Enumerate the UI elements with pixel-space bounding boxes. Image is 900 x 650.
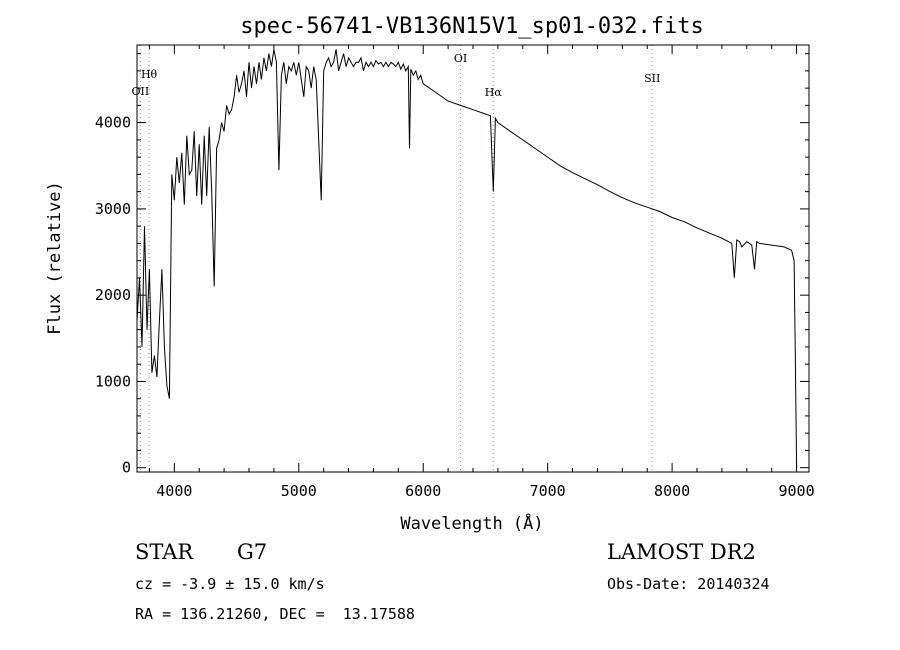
x-tick-label: 7000 [530,482,566,500]
obs-date: Obs-Date: 20140324 [607,575,770,593]
y-axis-label: Flux (relative) [45,181,65,335]
x-tick-label: 4000 [156,482,192,500]
emission-line-markers: OII Hθ OI Hα SII [132,45,660,472]
x-tick-label: 8000 [654,482,690,500]
x-tick-label: 9000 [778,482,814,500]
y-tick-label: 2000 [95,286,131,304]
redshift-info: cz = -3.9 ± 15.0 km/s [135,575,325,593]
coordinates: RA = 136.21260, DEC = 13.17588 [135,605,415,623]
chart-title: spec-56741-VB136N15V1_sp01-032.fits [240,14,704,39]
x-axis-label: Wavelength (Å) [400,512,543,534]
spectrum-line [136,49,798,468]
plot-frame [136,44,810,473]
y-tick-label: 0 [122,459,131,477]
axes: 4000 5000 6000 7000 8000 9000 0 1000 2000 3000 400… [95,45,815,500]
object-type: STAR [135,540,194,564]
y-tick-label: 1000 [95,372,131,390]
survey-name: LAMOST DR2 [607,540,756,564]
y-tick-label: 4000 [95,114,131,132]
marker-label: OII [132,85,150,98]
x-tick-label: 6000 [405,482,441,500]
y-tick-label: 3000 [95,200,131,218]
marker-label: Hα [485,86,503,99]
x-tick-label: 5000 [281,482,317,500]
marker-label: SII [644,72,660,85]
spectral-subclass: G7 [237,540,268,564]
marker-label: Hθ [141,68,158,81]
marker-label: OI [454,52,467,65]
